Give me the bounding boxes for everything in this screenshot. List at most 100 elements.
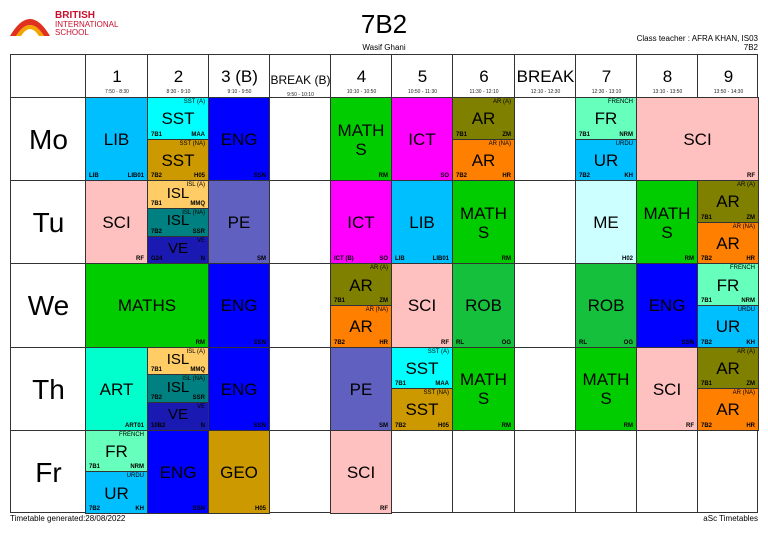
lesson-cell-sci[interactable]: SCI RF — [85, 180, 148, 265]
lesson-room: RM — [501, 256, 511, 263]
lesson-cell-lib[interactable]: LIB LIB LIB01 — [85, 97, 148, 182]
period-label: 2 — [173, 67, 184, 86]
lesson-class: 7B1 — [151, 367, 163, 374]
lesson-cell-ar[interactable]: AR AR (NA) 7B2 HR — [697, 388, 759, 431]
lesson-cell-pe[interactable]: PE SM — [208, 180, 270, 265]
lesson-cell-ve[interactable]: VE VE G24 N — [147, 235, 209, 265]
lesson-group: VE — [196, 404, 205, 411]
lesson-cell-eng[interactable]: ENG SSN — [208, 97, 270, 182]
lesson-cell-pe[interactable]: PE SM — [330, 346, 392, 431]
lesson-room: SO — [440, 173, 449, 180]
lesson-cell-geo[interactable]: GEO H05 — [208, 429, 270, 514]
lesson-subject: AR — [716, 192, 740, 212]
lesson-cell-fr[interactable]: FR FRENCH 7B1 NRM — [575, 97, 637, 140]
lesson-subject: LIB — [103, 130, 130, 150]
lesson-cell-sci[interactable]: SCI RF — [636, 97, 759, 182]
lesson-room: ZM — [379, 297, 388, 304]
lesson-subject: AR — [716, 234, 740, 254]
lesson-room: MAA — [435, 381, 449, 388]
day-label: Th — [32, 373, 65, 405]
lesson-group: VE — [196, 237, 205, 244]
lesson-cell-art[interactable]: ART ART01 — [85, 346, 148, 431]
lesson-cell-maths[interactable]: MATH S RM — [636, 180, 698, 265]
lesson-room: KH — [135, 505, 144, 512]
lesson-cell-ur[interactable]: UR URDU 7B2 KH — [697, 305, 759, 348]
lesson-cell-me[interactable]: ME H02 — [575, 180, 637, 265]
lesson-cell-isl[interactable]: ISL ISL (NA) 7B2 SSR — [147, 374, 209, 404]
lesson-cell-maths[interactable]: MATH S RM — [330, 97, 392, 182]
lesson-cell-isl[interactable]: ISL ISL (NA) 7B2 SSR — [147, 207, 209, 237]
period-header: 5 10:50 - 11:30 — [392, 55, 453, 98]
lesson-room: RM — [623, 422, 633, 429]
lesson-cell-isl[interactable]: ISL ISL (A) 7B1 MMQ — [147, 180, 209, 209]
lesson-cell-ve[interactable]: VE VE 10B2 N — [147, 402, 209, 431]
lesson-subject: UR — [715, 317, 741, 337]
lesson-cell-ict[interactable]: ICT ICT (B) SO — [330, 180, 392, 265]
period-header: 1 7:50 - 8:30 — [86, 55, 148, 98]
lesson-cell-ar[interactable]: AR AR (A) 7B1 ZM — [452, 97, 515, 140]
lesson-room: SSR — [192, 395, 205, 402]
lesson-group: FRENCH — [730, 265, 755, 272]
lesson-cell-eng[interactable]: ENG SSN — [147, 429, 209, 514]
lesson-cell-maths[interactable]: MATH S RM — [575, 346, 637, 431]
school-name-line-1: BRITISH — [55, 10, 95, 21]
lesson-room: SSN — [681, 339, 694, 346]
lesson-group: URDU — [615, 140, 633, 147]
lesson-room: H05 — [254, 505, 266, 512]
lesson-cell-eng[interactable]: ENG SSN — [208, 346, 270, 431]
lesson-room: NRM — [741, 297, 755, 304]
lesson-subject: ENG — [220, 379, 258, 399]
lesson-cell-rob[interactable]: ROB RL OG — [575, 263, 637, 348]
lesson-cell-sst[interactable]: SST SST (NA) 7B2 H05 — [391, 388, 453, 431]
period-header: 8 13:10 - 13:50 — [637, 55, 698, 98]
period-label: 7 — [601, 67, 612, 86]
lesson-group: AR (A) — [737, 348, 755, 355]
lesson-class: 7B1 — [151, 200, 163, 207]
lesson-cell-rob[interactable]: ROB RL OG — [452, 263, 515, 348]
lesson-cell-sci[interactable]: SCI RF — [330, 429, 392, 514]
lesson-cell-ar[interactable]: AR AR (A) 7B1 ZM — [697, 180, 759, 223]
lesson-cell-lib[interactable]: LIB LIB LIB01 — [391, 180, 453, 265]
lesson-room: OG — [623, 339, 633, 346]
lesson-room: H05 — [437, 422, 449, 429]
lesson-room: MMQ — [190, 200, 205, 207]
lesson-cell-ar[interactable]: AR AR (A) 7B1 ZM — [330, 263, 392, 306]
lesson-cell-eng[interactable]: ENG SSN — [636, 263, 698, 348]
lesson-cell-sci[interactable]: SCI RF — [391, 263, 453, 348]
lesson-room: ZM — [746, 381, 755, 388]
lesson-cell-ar[interactable]: AR AR (NA) 7B2 HR — [697, 221, 759, 265]
lesson-cell-ar[interactable]: AR AR (NA) 7B2 HR — [452, 138, 515, 182]
lesson-room: NRM — [130, 464, 144, 471]
lesson-cell-eng[interactable]: ENG SSN — [208, 263, 270, 348]
lesson-cell-fr[interactable]: FR FRENCH 7B1 NRM — [85, 429, 148, 473]
lesson-class: 7B2 — [395, 422, 407, 429]
lesson-class: 7B1 — [701, 297, 713, 304]
lesson-cell-maths[interactable]: MATH S RM — [452, 180, 515, 265]
period-time: 10:50 - 11:30 — [407, 89, 438, 95]
lesson-cell-ar[interactable]: AR AR (NA) 7B2 HR — [330, 305, 392, 348]
lesson-cell-maths[interactable]: MATHS RM — [85, 263, 209, 348]
lesson-room: NRM — [619, 131, 633, 138]
lesson-cell-sci[interactable]: SCI RF — [636, 346, 698, 431]
lesson-cell-sst[interactable]: SST SST (A) 7B1 MAA — [147, 97, 209, 140]
lesson-cell-ar[interactable]: AR AR (A) 7B1 ZM — [697, 346, 759, 390]
brand-label: aSc Timetables — [703, 514, 758, 523]
period-header: BREAK (B) 9:50 - 10:10 — [270, 55, 331, 98]
lesson-cell-sst[interactable]: SST SST (A) 7B1 MAA — [391, 346, 453, 390]
lesson-subject: SCI — [346, 462, 376, 482]
lesson-cell-ict[interactable]: ICT SO — [391, 97, 453, 182]
lesson-cell-sst[interactable]: SST SST (NA) 7B2 H05 — [147, 138, 209, 182]
lesson-cell-isl[interactable]: ISL ISL (A) 7B1 MMQ — [147, 346, 209, 376]
lesson-group: SST (NA) — [179, 140, 205, 147]
lesson-cell-ur[interactable]: UR URDU 7B2 KH — [575, 138, 637, 182]
lesson-room: RF — [747, 173, 755, 180]
lesson-cell-fr[interactable]: FR FRENCH 7B1 NRM — [697, 263, 759, 306]
lesson-room: OG — [501, 339, 511, 346]
lesson-cell-maths[interactable]: MATH S RM — [452, 346, 515, 431]
lesson-cell-ur[interactable]: UR URDU 7B2 KH — [85, 471, 148, 514]
day-label: Tu — [32, 207, 65, 239]
lesson-subject: ROB — [465, 296, 502, 316]
period-time: 13:50 - 14:30 — [713, 89, 744, 95]
lesson-subject: ISL — [166, 184, 190, 202]
day-label: Fr — [35, 456, 62, 488]
